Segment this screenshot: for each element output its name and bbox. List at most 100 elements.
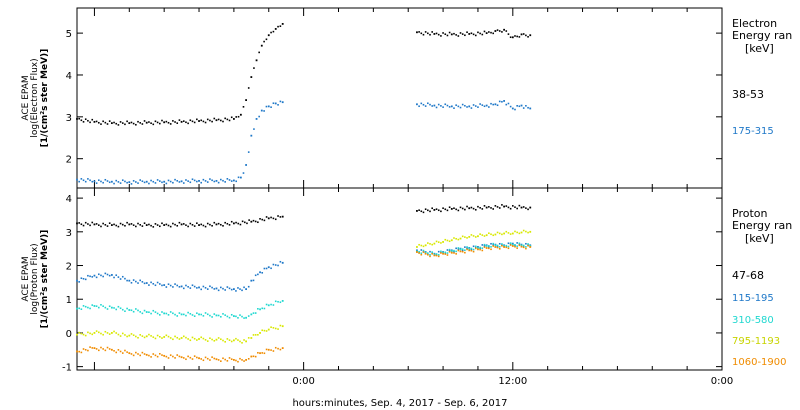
data-point-1060-1900: [176, 354, 179, 356]
data-point-795-1193: [461, 235, 464, 238]
data-point-38-53: [270, 31, 272, 34]
data-point-1060-1900: [228, 357, 231, 359]
data-point-47-68: [503, 205, 505, 208]
data-point-795-1193: [137, 336, 139, 339]
data-point-38-53: [95, 120, 98, 123]
data-point-795-1193: [113, 330, 115, 333]
data-point-115-195: [479, 247, 481, 250]
data-point-1060-1900: [261, 352, 264, 354]
data-point-175-315: [444, 103, 447, 106]
data-point-795-1193: [126, 335, 128, 338]
data-point-175-315: [180, 180, 183, 183]
data-point-1060-1900: [457, 249, 460, 252]
data-point-115-195: [113, 276, 115, 279]
data-point-38-53: [163, 121, 166, 124]
data-point-795-1193: [505, 230, 508, 233]
data-point-795-1193: [479, 233, 481, 235]
electron-legend-175-315: 175-315: [732, 126, 774, 137]
data-point-1060-1900: [185, 358, 187, 361]
data-point-175-315: [277, 104, 279, 106]
data-point-1060-1900: [453, 252, 455, 254]
data-point-175-315: [527, 106, 529, 109]
data-point-310-580: [274, 300, 277, 303]
data-point-115-195: [102, 275, 104, 278]
data-point-310-580: [117, 305, 120, 308]
data-point-175-315: [466, 106, 468, 108]
data-point-795-1193: [474, 236, 477, 238]
data-point-795-1193: [272, 327, 275, 329]
proton-legend-title: Proton: [732, 207, 767, 220]
data-point-795-1193: [270, 326, 272, 328]
data-point-175-315: [80, 178, 83, 180]
data-point-38-53: [226, 118, 229, 121]
data-point-310-580: [169, 311, 172, 313]
data-point-795-1193: [180, 337, 183, 339]
data-point-115-195: [193, 285, 196, 288]
data-point-175-315: [217, 181, 220, 184]
data-point-310-580: [193, 315, 196, 317]
data-point-175-315: [437, 103, 440, 106]
data-point-310-580: [503, 245, 505, 247]
data-point-115-195: [215, 287, 218, 290]
data-point-47-68: [137, 222, 139, 225]
data-point-175-315: [163, 180, 166, 183]
electron-ylabel-line3: [1/(cm²s ster MeV)]: [40, 49, 50, 148]
data-point-38-53: [455, 34, 457, 36]
chart-marks: 2 3 4 5 -1 0 1 2 3 4 0:00 12:00 0:00: [62, 8, 733, 387]
electron-legend-title: Electron: [732, 17, 777, 30]
data-point-47-68: [429, 210, 431, 213]
data-point-310-580: [156, 312, 159, 315]
data-point-795-1193: [261, 329, 264, 332]
data-point-175-315: [132, 180, 135, 182]
data-point-175-315: [78, 180, 80, 183]
data-point-38-53: [522, 33, 525, 35]
data-point-310-580: [180, 313, 183, 316]
data-point-175-315: [222, 179, 224, 182]
data-point-115-195: [132, 279, 135, 281]
data-point-175-315: [479, 103, 481, 105]
data-point-1060-1900: [150, 356, 152, 358]
data-point-47-68: [97, 224, 100, 226]
data-point-38-53: [511, 36, 514, 39]
data-point-47-68: [104, 224, 107, 226]
data-point-47-68: [95, 223, 98, 225]
data-point-38-53: [239, 113, 242, 116]
data-point-310-580: [433, 253, 436, 256]
data-point-38-53: [468, 33, 471, 35]
data-point-47-68: [139, 224, 141, 226]
data-point-795-1193: [196, 339, 198, 341]
data-point-38-53: [272, 30, 275, 33]
data-point-795-1193: [215, 338, 218, 341]
data-point-38-53: [253, 67, 255, 69]
data-point-175-315: [272, 102, 275, 105]
data-point-115-195: [263, 267, 266, 270]
data-point-795-1193: [159, 336, 161, 338]
data-point-38-53: [446, 34, 449, 37]
data-point-310-580: [76, 307, 78, 310]
data-point-1060-1900: [459, 250, 462, 253]
data-point-310-580: [496, 244, 499, 247]
data-point-38-53: [527, 36, 529, 38]
data-point-47-68: [274, 218, 277, 221]
data-point-175-315: [498, 100, 501, 103]
data-point-115-195: [243, 286, 245, 289]
data-point-795-1193: [163, 336, 166, 338]
data-point-38-53: [143, 120, 146, 122]
data-point-175-315: [468, 105, 471, 108]
data-point-115-195: [180, 285, 183, 288]
data-point-310-580: [102, 305, 104, 308]
data-point-38-53: [255, 59, 258, 62]
data-point-310-580: [220, 315, 222, 318]
data-point-38-53: [117, 124, 120, 126]
data-point-795-1193: [169, 337, 172, 339]
data-point-795-1193: [193, 337, 196, 340]
data-point-175-315: [126, 181, 128, 184]
data-point-1060-1900: [209, 359, 211, 361]
data-point-175-315: [187, 180, 189, 182]
data-point-115-195: [496, 245, 499, 248]
data-point-47-68: [222, 225, 224, 227]
data-point-47-68: [267, 217, 270, 220]
data-point-795-1193: [228, 339, 231, 341]
data-point-38-53: [496, 29, 499, 31]
data-point-795-1193: [437, 241, 440, 243]
